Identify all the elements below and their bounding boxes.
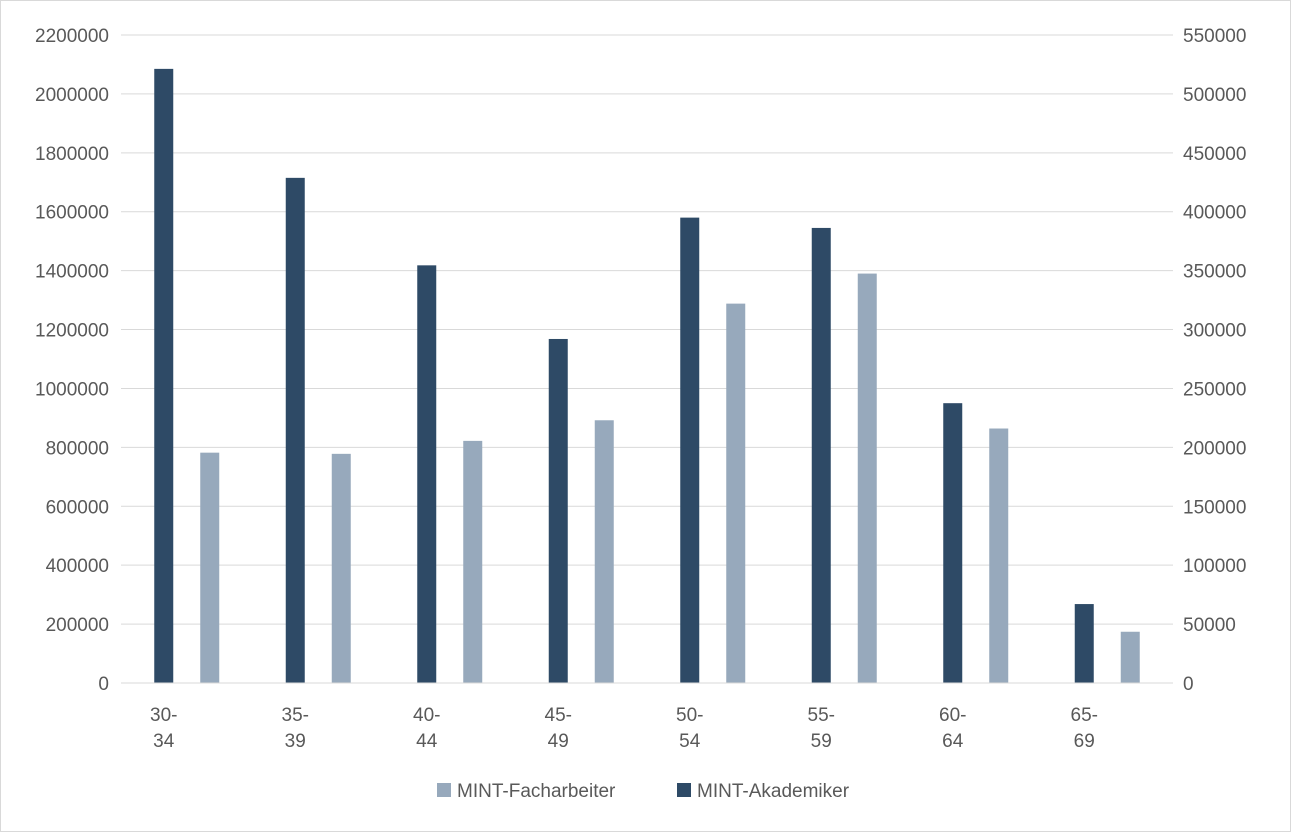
- right-axis-tick-label: 500000: [1183, 85, 1246, 106]
- bar-mint-facharbeiter: [463, 440, 483, 683]
- right-axis-tick-label: 50000: [1183, 615, 1236, 636]
- right-axis-tick-label: 400000: [1183, 203, 1246, 224]
- left-axis-tick-label: 2000000: [35, 85, 109, 106]
- bar-mint-akademiker: [417, 265, 437, 683]
- left-axis-tick-label: 800000: [46, 438, 109, 459]
- bar-mint-akademiker: [943, 403, 963, 683]
- right-axis-tick-label: 100000: [1183, 556, 1246, 577]
- left-axis-tick-label: 1400000: [35, 262, 109, 283]
- gridlines: [121, 34, 1173, 684]
- left-axis-tick-label: 400000: [46, 556, 109, 577]
- left-axis-tick-label: 0: [98, 674, 109, 695]
- left-axis-tick-label: 200000: [46, 615, 109, 636]
- right-axis-tick-label: 300000: [1183, 321, 1246, 342]
- left-axis-tick-label: 600000: [46, 497, 109, 518]
- legend-swatch: [677, 783, 691, 797]
- x-axis-tick-label: 30-34: [150, 705, 177, 752]
- left-axis-tick-label: 1200000: [35, 321, 109, 342]
- bar-mint-akademiker: [1074, 604, 1094, 683]
- bar-mint-facharbeiter: [331, 453, 351, 683]
- left-axis-tick-label: 1800000: [35, 144, 109, 165]
- x-axis-tick-label: 45-49: [545, 705, 572, 752]
- right-axis-tick-label: 150000: [1183, 497, 1246, 518]
- bar-mint-akademiker: [548, 338, 568, 683]
- right-axis-tick-label: 350000: [1183, 262, 1246, 283]
- bar-mint-facharbeiter: [594, 420, 614, 683]
- bar-mint-akademiker: [680, 217, 700, 684]
- legend-label: MINT-Akademiker: [697, 781, 850, 802]
- x-axis-tick-label: 40-44: [413, 705, 440, 752]
- legend-swatch: [437, 783, 451, 797]
- right-axis-tick-label: 250000: [1183, 379, 1246, 400]
- right-axis-tick-label: 200000: [1183, 438, 1246, 459]
- bar-mint-akademiker: [154, 68, 174, 683]
- left-axis-tick-labels: 0 200000 400000 600000 800000 1000000 1200000 1…: [35, 26, 109, 695]
- bar-mint-facharbeiter: [1120, 631, 1140, 683]
- x-axis-tick-labels: 30-34 35-39 40-44 45-49 50-54 55-59 60-64 65-69: [150, 705, 1098, 752]
- left-axis-tick-label: 2200000: [35, 26, 109, 47]
- right-axis-tick-label: 550000: [1183, 26, 1246, 47]
- x-axis-tick-label: 60-64: [939, 705, 966, 752]
- bar-mint-facharbeiter: [726, 303, 746, 683]
- bar-mint-facharbeiter: [989, 428, 1009, 683]
- left-axis-tick-label: 1600000: [35, 203, 109, 224]
- bar-mint-akademiker: [811, 227, 831, 683]
- legend: MINT-Facharbeiter MINT-Akademiker: [437, 781, 850, 802]
- bar-mint-facharbeiter: [200, 452, 220, 683]
- left-axis-tick-label: 1000000: [35, 379, 109, 400]
- x-axis-tick-label: 65-69: [1071, 705, 1098, 752]
- bars: [154, 68, 1140, 684]
- right-axis-tick-label: 0: [1183, 674, 1194, 695]
- x-axis-tick-label: 55-59: [808, 705, 835, 752]
- right-axis-tick-labels: 0 50000 100000 150000 200000 250000 300000 3500…: [1183, 26, 1246, 695]
- bar-mint-facharbeiter: [857, 273, 877, 683]
- bar-mint-akademiker: [285, 177, 305, 683]
- x-axis-tick-label: 35-39: [282, 705, 309, 752]
- right-axis-tick-label: 450000: [1183, 144, 1246, 165]
- legend-label: MINT-Facharbeiter: [457, 781, 616, 802]
- x-axis-tick-label: 50-54: [676, 705, 703, 752]
